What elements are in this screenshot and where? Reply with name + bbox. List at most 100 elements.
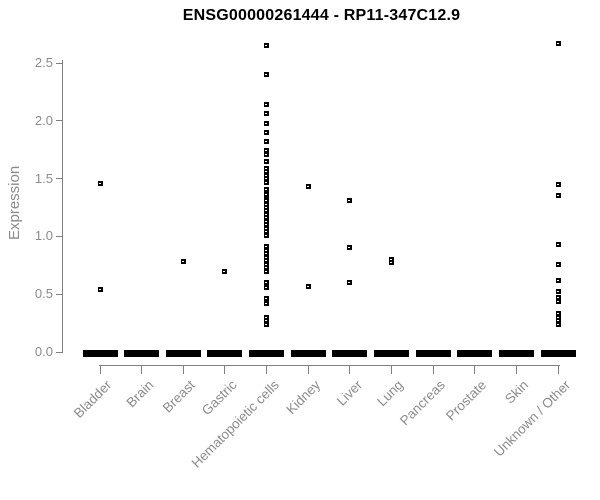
data-point [264, 72, 270, 78]
data-point [555, 318, 561, 324]
data-point [388, 260, 394, 266]
data-point [264, 176, 270, 182]
x-category-label: Skin [502, 377, 532, 407]
data-point [305, 184, 311, 190]
data-point [347, 280, 353, 286]
data-point [264, 129, 270, 135]
data-point [555, 289, 561, 295]
x-axis-tick [474, 366, 476, 374]
data-point [264, 229, 270, 235]
y-tick-label: 1.5 [34, 170, 53, 186]
zero-expression-bar [332, 350, 368, 357]
x-axis-tick [182, 366, 184, 374]
data-point [264, 222, 270, 228]
data-point [264, 251, 270, 257]
x-category-label: Bladder [71, 377, 115, 421]
y-axis-tick [56, 178, 62, 180]
data-point [555, 321, 561, 327]
x-axis-tick [432, 366, 434, 374]
y-tick-label: 2.5 [34, 55, 53, 70]
x-category-label: Pancreas [397, 377, 449, 429]
data-point [264, 265, 270, 271]
x-axis-tick [515, 366, 517, 374]
x-axis-line [99, 365, 560, 366]
data-point [388, 257, 394, 263]
y-axis-tick [56, 62, 62, 64]
data-point [264, 169, 270, 175]
data-point [264, 254, 270, 260]
data-point [264, 111, 270, 117]
data-point [264, 208, 270, 214]
y-axis-tick [56, 293, 62, 295]
x-category-label: Gastric [198, 377, 240, 419]
data-point [555, 311, 561, 317]
data-point [264, 102, 270, 108]
zero-expression-bar [540, 350, 576, 357]
data-point [264, 211, 270, 217]
data-point [264, 215, 270, 221]
data-point [555, 261, 561, 267]
x-axis-tick [390, 366, 392, 374]
data-point [264, 268, 270, 274]
y-axis-tick [56, 235, 62, 237]
data-point [264, 151, 270, 157]
x-axis-tick [266, 366, 268, 374]
data-point [97, 180, 103, 186]
data-point [180, 259, 186, 265]
y-axis-line [62, 60, 63, 353]
data-point [264, 43, 270, 49]
data-point [264, 296, 270, 302]
data-point [264, 225, 270, 231]
x-axis-tick [349, 366, 351, 374]
x-category-label: Kidney [283, 377, 324, 418]
data-point [264, 172, 270, 178]
x-axis-tick [224, 366, 226, 374]
x-category-label: Prostate [443, 377, 490, 424]
data-point [264, 314, 270, 320]
data-point [264, 192, 270, 198]
data-point [264, 321, 270, 327]
data-point [264, 148, 270, 154]
x-axis-tick [557, 366, 559, 374]
data-point [264, 318, 270, 324]
data-point [264, 232, 270, 238]
data-point [97, 287, 103, 293]
zero-expression-bar [290, 350, 326, 357]
data-point [555, 295, 561, 301]
zero-expression-bar [498, 350, 534, 357]
data-point [222, 268, 228, 274]
x-category-label: Breast [159, 377, 199, 416]
y-axis-tick [56, 120, 62, 122]
y-tick-label: 0.0 [34, 344, 53, 359]
data-point [264, 244, 270, 250]
zero-expression-bar [124, 350, 160, 357]
zero-expression-bar [415, 350, 451, 357]
data-point [264, 120, 270, 126]
data-point [264, 201, 270, 207]
data-point [264, 179, 270, 185]
data-point [347, 245, 353, 251]
data-point [264, 300, 270, 306]
x-axis-tick [99, 366, 101, 374]
data-point [264, 258, 270, 264]
zero-expression-bar [373, 350, 409, 357]
y-tick-label: 1.0 [34, 228, 53, 244]
data-point [264, 284, 270, 290]
data-point [305, 283, 311, 289]
zero-expression-bar [457, 350, 493, 357]
data-point [555, 181, 561, 187]
x-axis-tick [307, 366, 309, 374]
zero-expression-bar [82, 350, 118, 357]
data-point [555, 241, 561, 247]
data-point [555, 193, 561, 199]
x-axis-tick [141, 366, 143, 374]
data-point [264, 261, 270, 267]
x-category-label: Liver [333, 377, 365, 409]
data-point [555, 277, 561, 283]
x-category-label: Lung [374, 377, 407, 410]
x-category-label: Brain [123, 377, 157, 411]
data-point [555, 298, 561, 304]
chart-title: ENSG00000261444 - RP11-347C12.9 [182, 7, 461, 24]
data-point [555, 40, 561, 46]
